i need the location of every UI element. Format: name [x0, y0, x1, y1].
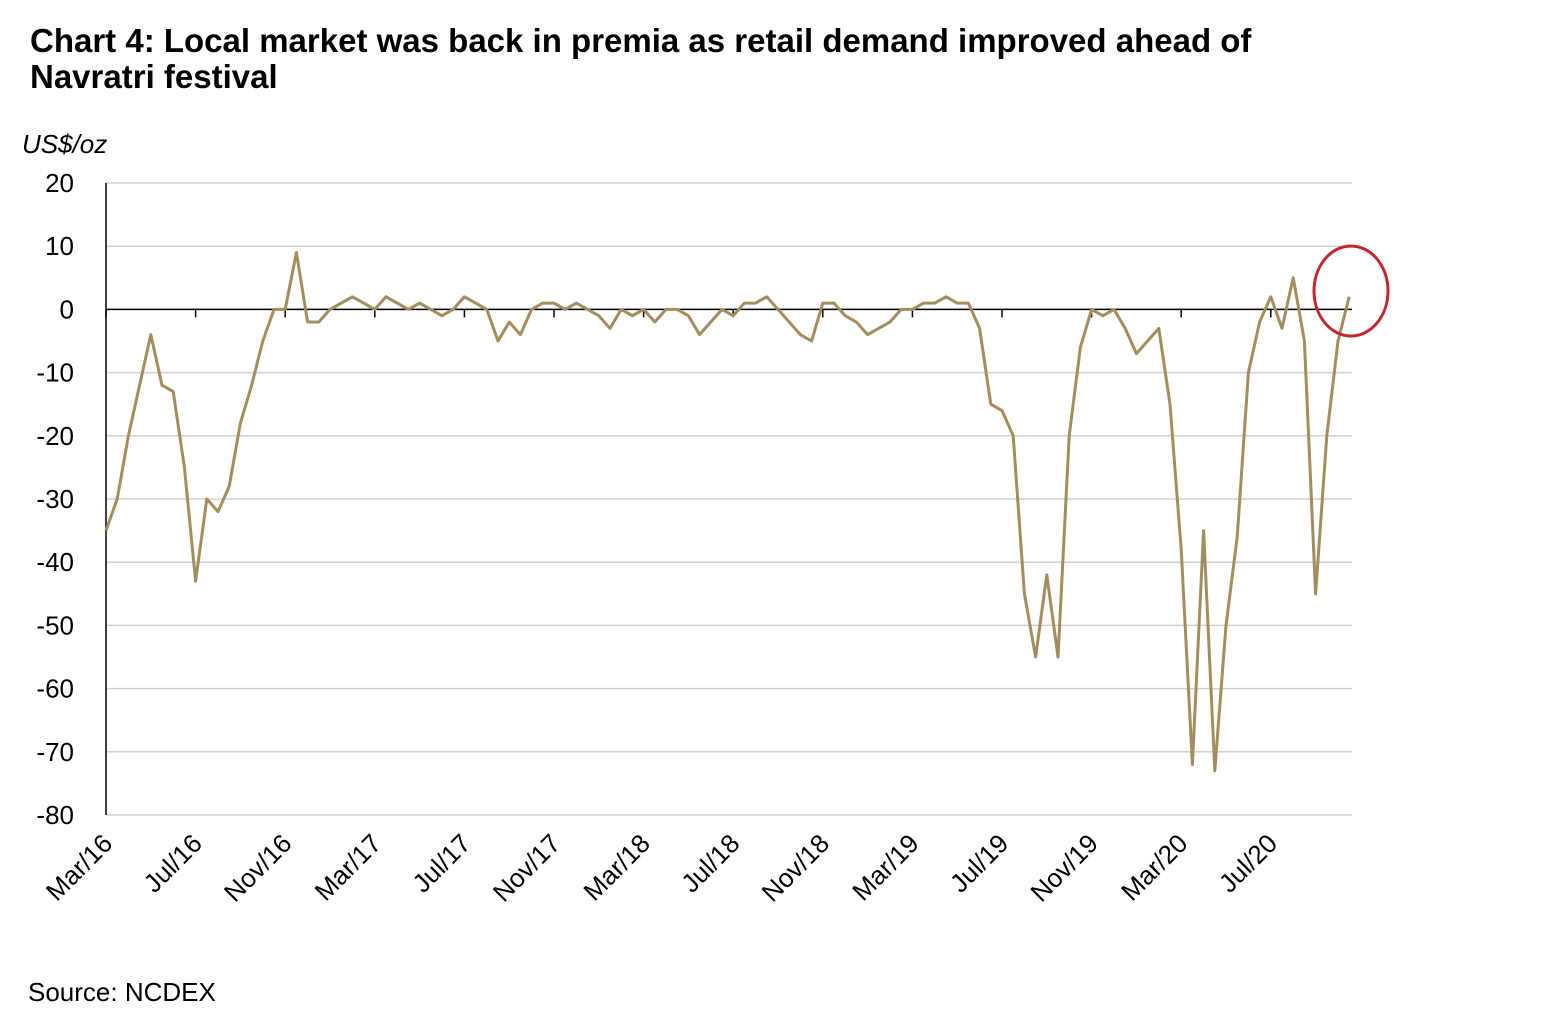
chart-title: Chart 4: Local market was back in premia… [30, 22, 1252, 95]
x-tick-label: Mar/19 [846, 828, 924, 906]
x-tick-label: Jul/20 [1213, 828, 1283, 898]
x-tick-label: Jul/17 [406, 828, 476, 898]
y-tick-label: -60 [36, 674, 74, 704]
x-tick-label: Jul/16 [138, 828, 208, 898]
y-tick-label: -50 [36, 610, 74, 640]
x-tick-label: Nov/17 [487, 828, 566, 907]
y-tick-label: 10 [45, 231, 74, 261]
source-note: Source: NCDEX [28, 977, 216, 1007]
x-tick-label: Mar/20 [1115, 828, 1193, 906]
x-tick-label: Mar/17 [309, 828, 387, 906]
y-tick-label: 0 [60, 294, 74, 324]
y-tick-label: -30 [36, 484, 74, 514]
y-tick-label: -70 [36, 737, 74, 767]
y-tick-label: -40 [36, 547, 74, 577]
x-tick-label: Mar/16 [40, 828, 118, 906]
y-tick-label: -80 [36, 800, 74, 830]
x-tick-label: Mar/18 [577, 828, 655, 906]
data-line [104, 251, 1351, 773]
x-tick-label: Jul/18 [675, 828, 745, 898]
x-tick-label: Nov/16 [218, 828, 297, 907]
y-axis-label: US$/oz [22, 129, 107, 159]
x-tick-label: Jul/19 [944, 828, 1014, 898]
highlight-circle [1312, 244, 1390, 338]
x-tick-label: Nov/19 [1024, 828, 1103, 907]
y-tick-label: -20 [36, 421, 74, 451]
y-tick-label: 20 [45, 168, 74, 198]
x-tick-label: Nov/18 [756, 828, 835, 907]
y-tick-label: -10 [36, 358, 74, 388]
